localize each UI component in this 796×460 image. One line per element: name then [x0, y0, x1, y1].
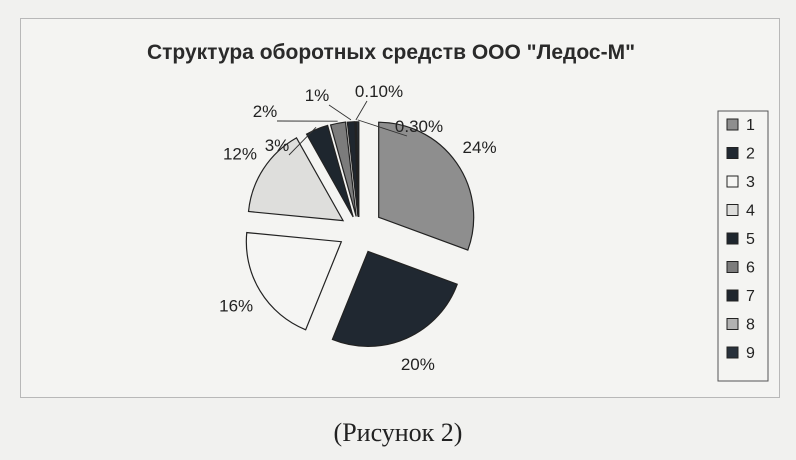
legend-label-7: 7	[746, 288, 755, 305]
legend-label-1: 1	[746, 117, 755, 134]
slice-label-3: 16%	[219, 296, 253, 315]
leader-line-5	[288, 126, 317, 156]
legend-label-4: 4	[746, 203, 755, 220]
legend-swatch-2	[726, 147, 739, 159]
leader-line-7	[328, 104, 352, 121]
legend-swatch-7	[726, 289, 739, 302]
legend-swatch-1	[726, 118, 739, 131]
leader-line-8	[355, 100, 368, 121]
slice-label-7: 1%	[305, 86, 330, 105]
legend-label-6: 6	[746, 260, 755, 277]
pie-slice-2	[331, 250, 458, 347]
figure-caption: (Рисунок 2)	[333, 418, 463, 447]
legend-label-5: 5	[746, 231, 755, 248]
legend: 1 2 3 4 5 6 7 8 9	[717, 110, 769, 382]
pie-slice-7	[346, 121, 359, 217]
legend-swatch-3	[726, 175, 739, 188]
legend-label-8: 8	[746, 317, 755, 334]
slice-label-9: 0.30%	[395, 117, 443, 136]
slice-label-5: 3%	[265, 136, 290, 155]
chart-frame: Структура оборотных средств ООО "Ледос-М…	[20, 18, 780, 398]
slice-label-2: 20%	[401, 355, 435, 374]
pie-slice-3	[245, 231, 343, 331]
pie-slice-6	[329, 121, 357, 217]
legend-label-9: 9	[746, 345, 755, 362]
pie-chart: Структура оборотных средств ООО "Ледос-М…	[147, 41, 769, 382]
slice-label-8: 0.10%	[355, 82, 403, 101]
legend-swatch-8	[726, 318, 739, 330]
pie-slice-4	[247, 137, 345, 222]
slice-label-6: 2%	[253, 102, 278, 121]
legend-swatch-5	[726, 232, 739, 245]
legend-swatch-6	[726, 261, 739, 273]
legend-swatch-4	[726, 204, 739, 216]
leader-line-9	[357, 119, 408, 137]
legend-label-2: 2	[746, 146, 755, 163]
slice-label-1: 24%	[463, 138, 497, 157]
pie-slice-9	[355, 121, 360, 217]
chart-title: Структура оборотных средств ООО "Ледос-М…	[147, 41, 635, 64]
legend-swatch-9	[726, 346, 739, 359]
pie-slice-5	[305, 124, 354, 218]
pie-slice-1	[378, 121, 475, 251]
slice-label-4: 12%	[223, 145, 257, 164]
legend-label-3: 3	[746, 174, 755, 191]
legend-box	[717, 110, 769, 382]
